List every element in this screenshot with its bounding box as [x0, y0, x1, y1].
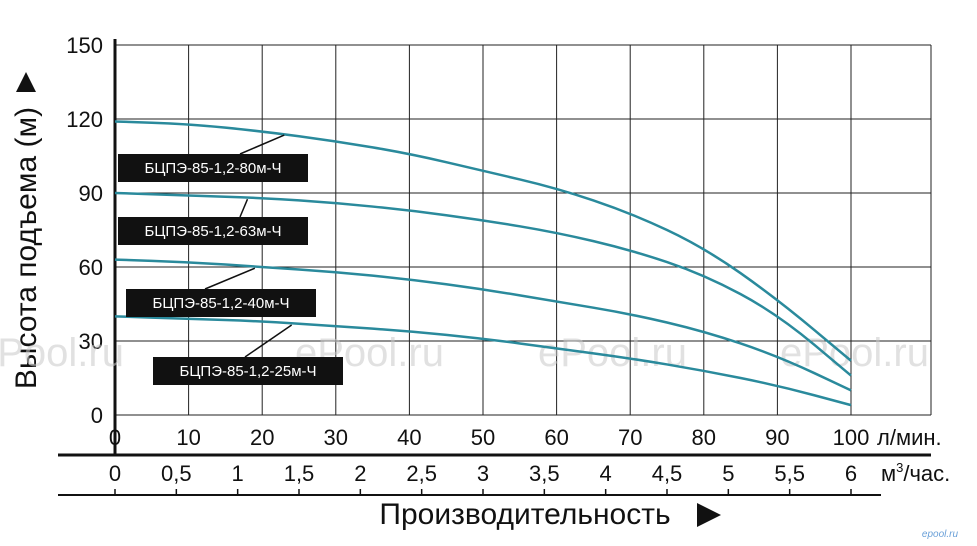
x-tick-label-primary: 90 — [765, 425, 789, 450]
x-tick-label-secondary: 3 — [477, 461, 489, 486]
y-tick-label: 90 — [79, 181, 103, 206]
x-tick-label-primary: 0 — [109, 425, 121, 450]
x-tick-label-primary: 100 — [833, 425, 870, 450]
series-curve — [114, 120, 852, 362]
x-tick-label-primary: 70 — [618, 425, 642, 450]
series-label: БЦПЭ-85-1,2-40м-Ч — [152, 295, 289, 312]
x-tick-label-primary: 80 — [692, 425, 716, 450]
series-label-leader — [239, 198, 249, 218]
series-label-leader — [244, 324, 293, 358]
x-tick-label-secondary: 0,5 — [161, 461, 192, 486]
x-tick-label-secondary: 5 — [722, 461, 734, 486]
series-label-box — [126, 289, 316, 317]
x-tick-label-secondary: 1,5 — [284, 461, 315, 486]
series-curve — [114, 315, 852, 407]
x-unit-secondary: м3/час. — [881, 460, 950, 486]
y-axis-title: Высота подъема (м) — [10, 107, 43, 389]
series-label-box — [118, 217, 308, 245]
x-tick-label-secondary: 1 — [232, 461, 244, 486]
x-tick-label-primary: 30 — [324, 425, 348, 450]
series-label-leader — [204, 267, 256, 290]
x-axis-arrow-icon — [697, 503, 721, 527]
x-tick-label-secondary: 0 — [109, 461, 121, 486]
y-tick-label: 150 — [66, 33, 103, 58]
y-tick-label: 30 — [79, 329, 103, 354]
series-label-box — [153, 357, 343, 385]
series-label: БЦПЭ-85-1,2-80м-Ч — [144, 160, 281, 177]
x-tick-label-primary: 60 — [544, 425, 568, 450]
x-tick-label-secondary: 5,5 — [774, 461, 805, 486]
y-axis-arrow-icon — [16, 72, 36, 92]
x-unit-primary: л/мин. — [877, 425, 942, 450]
x-tick-label-secondary: 4 — [600, 461, 612, 486]
watermark-text: ePool.ru — [538, 331, 687, 375]
x-axis-title: Производительность — [379, 498, 670, 531]
y-tick-label: 0 — [91, 403, 103, 428]
x-tick-label-primary: 40 — [397, 425, 421, 450]
y-tick-label: 120 — [66, 107, 103, 132]
series-label-leader — [239, 134, 285, 155]
x-tick-label-secondary: 6 — [845, 461, 857, 486]
series-label: БЦПЭ-85-1,2-63м-Ч — [144, 223, 281, 240]
x-tick-label-secondary: 3,5 — [529, 461, 560, 486]
watermark-text: ePool.ru — [0, 331, 124, 375]
series-label-box — [118, 154, 308, 182]
x-tick-label-secondary: 4,5 — [652, 461, 683, 486]
series-label: БЦПЭ-85-1,2-25м-Ч — [179, 363, 316, 380]
series-curve — [114, 191, 852, 377]
x-tick-label-secondary: 2,5 — [406, 461, 437, 486]
x-tick-label-primary: 10 — [176, 425, 200, 450]
x-tick-label-primary: 50 — [471, 425, 495, 450]
series-curve — [114, 258, 852, 392]
x-tick-label-primary: 20 — [250, 425, 274, 450]
y-tick-label: 60 — [79, 255, 103, 280]
corner-logo-text: epool.ru — [922, 529, 959, 540]
x-tick-label-secondary: 2 — [354, 461, 366, 486]
